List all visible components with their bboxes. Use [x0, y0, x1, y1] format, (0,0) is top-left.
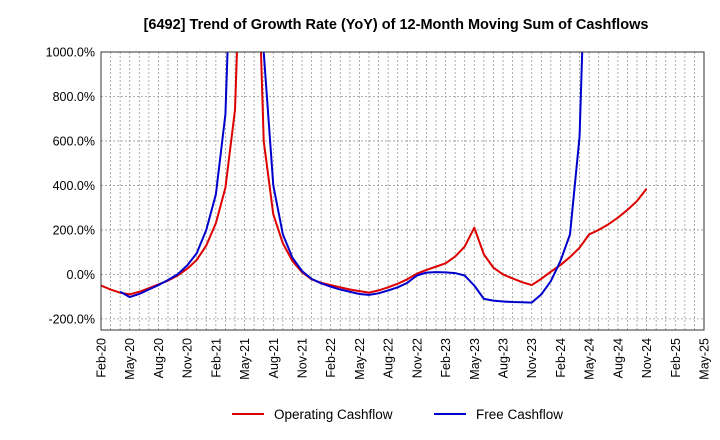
y-tick-label: 200.0%: [53, 223, 95, 237]
x-tick-label: Aug-20: [152, 338, 166, 378]
x-tick-label: May-24: [583, 338, 597, 380]
y-tick-label: 0.0%: [67, 268, 96, 282]
legend: Operating Cashflow Free Cashflow: [232, 407, 563, 422]
x-tick-label: May-25: [698, 338, 712, 380]
x-tick-label: Nov-20: [181, 338, 195, 378]
x-tick-label: Feb-23: [439, 338, 453, 378]
grid: [100, 51, 705, 330]
y-tick-label: 800.0%: [53, 90, 95, 104]
x-tick-label: Nov-23: [525, 338, 539, 378]
x-tick-label: Aug-21: [267, 338, 281, 378]
y-axis: -200.0% 0.0% 200.0% 400.0% 600.0% 800.0% 1000.…: [46, 46, 95, 327]
y-tick-label: 400.0%: [53, 179, 95, 193]
x-tick-label: Nov-21: [296, 338, 310, 378]
x-tick-label: Feb-22: [324, 338, 338, 378]
y-tick-label: 600.0%: [53, 134, 95, 148]
y-tick-label: -200.0%: [48, 312, 95, 326]
x-tick-label: May-21: [238, 338, 252, 380]
legend-label-operating-cashflow: Operating Cashflow: [274, 407, 393, 422]
x-tick-label: Feb-21: [209, 338, 223, 378]
series-layer: [101, 52, 648, 304]
series-line-free-cashflow: [119, 52, 584, 304]
x-tick-label: Aug-22: [382, 338, 396, 378]
x-tick-label: Aug-24: [611, 338, 625, 378]
chart-title: [6492] Trend of Growth Rate (YoY) of 12-…: [144, 17, 649, 33]
x-axis: Feb-20 May-20 Aug-20 Nov-20 Feb-21 May-21 Aug-…: [95, 338, 712, 380]
y-tick-label: 1000.0%: [46, 46, 95, 60]
x-tick-label: May-20: [123, 338, 137, 380]
series-line-operating-cashflow: [101, 52, 648, 296]
x-tick-label: Feb-24: [554, 338, 568, 378]
x-tick-label: Aug-23: [497, 338, 511, 378]
x-tick-label: Nov-24: [640, 338, 654, 378]
x-tick-label: Nov-22: [410, 338, 424, 378]
x-tick-label: May-22: [353, 338, 367, 380]
x-tick-label: Feb-25: [669, 338, 683, 378]
x-tick-label: Feb-20: [95, 338, 109, 378]
plot-area: [100, 51, 705, 331]
x-tick-label: May-23: [468, 338, 482, 380]
legend-label-free-cashflow: Free Cashflow: [476, 407, 563, 422]
